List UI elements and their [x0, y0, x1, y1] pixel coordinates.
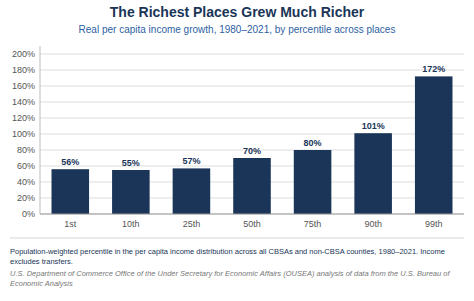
y-tick-label: 120% — [12, 113, 35, 123]
data-label: 172% — [422, 64, 445, 74]
y-tick-label: 60% — [17, 161, 35, 171]
bar — [52, 169, 90, 214]
y-tick-label: 20% — [17, 193, 35, 203]
bar — [233, 158, 271, 214]
x-axis-line — [40, 214, 464, 215]
y-tick-label: 40% — [17, 177, 35, 187]
data-label: 57% — [182, 156, 200, 166]
y-tick-label: 80% — [17, 145, 35, 155]
y-tick-label: 160% — [12, 81, 35, 91]
y-tick-label: 140% — [12, 97, 35, 107]
y-tick-label: 180% — [12, 65, 35, 75]
data-label: 70% — [243, 146, 261, 156]
data-label: 101% — [362, 121, 385, 131]
grid-line — [40, 134, 464, 135]
grid-line — [40, 54, 464, 55]
separator — [10, 238, 464, 239]
x-tick-label: 50th — [243, 219, 261, 229]
data-label: 56% — [61, 157, 79, 167]
y-tick-label: 200% — [12, 49, 35, 59]
data-label: 55% — [122, 158, 140, 168]
y-axis-line — [40, 46, 41, 214]
x-tick-label: 25th — [183, 219, 201, 229]
title: The Richest Places Grew Much Richer — [110, 4, 365, 20]
y-tick-label: 0% — [22, 209, 35, 219]
grid-line — [40, 214, 464, 215]
chart: The Richest Places Grew Much Richer Real … — [0, 0, 474, 245]
y-tick-label: 100% — [12, 129, 35, 139]
bar — [354, 133, 392, 214]
x-tick-label: 99th — [425, 219, 443, 229]
x-tick-label: 1st — [64, 219, 77, 229]
x-tick-label: 75th — [304, 219, 322, 229]
footnotes: Population-weighted percentile in the pe… — [10, 247, 464, 291]
grid-line — [40, 86, 464, 87]
bar — [112, 170, 150, 214]
bars — [52, 76, 453, 214]
grid-line — [40, 118, 464, 119]
grid-line — [40, 70, 464, 71]
x-tick-label: 10th — [122, 219, 140, 229]
bar — [415, 76, 453, 214]
subtitle: Real per capita income growth, 1980–2021… — [79, 24, 396, 35]
bar — [173, 168, 211, 214]
x-tick-label: 90th — [364, 219, 382, 229]
footnote-text: U.S. Department of Commerce Office of th… — [10, 269, 398, 278]
footnote: Population-weighted percentile in the pe… — [10, 247, 464, 266]
data-label: 80% — [304, 138, 322, 148]
footnote-text: Population-weighted percentile in the pe… — [10, 247, 418, 256]
grid-line — [40, 102, 464, 103]
footnote: U.S. Department of Commerce Office of th… — [10, 269, 464, 288]
bar — [294, 150, 332, 214]
